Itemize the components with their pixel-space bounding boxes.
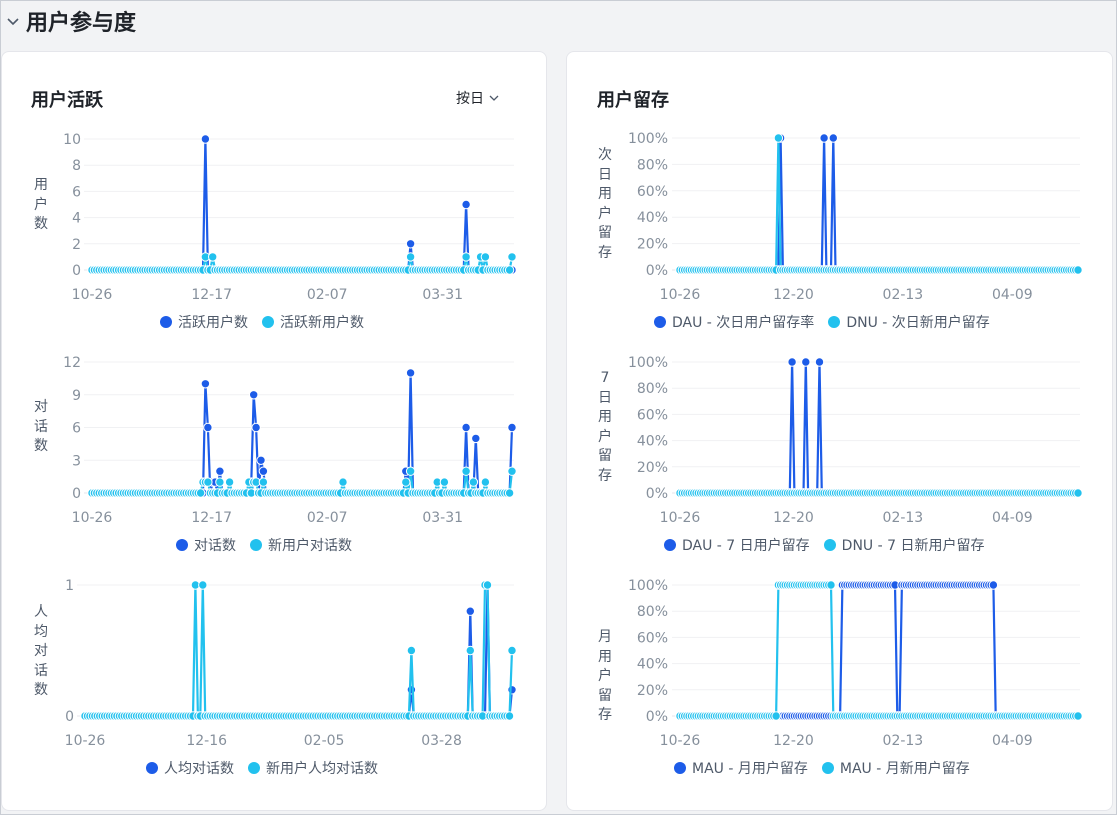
legend-item[interactable]: 活跃用户数 xyxy=(160,312,248,332)
legend-dot-icon xyxy=(160,316,172,328)
legend-dot-icon xyxy=(248,762,260,774)
section-title: 用户参与度 xyxy=(26,11,137,36)
user-activity-title: 用户活跃 xyxy=(31,90,103,111)
chevron-down-icon[interactable] xyxy=(6,14,20,28)
chevron-down-icon xyxy=(489,95,499,101)
legend-dot-icon xyxy=(823,539,836,551)
chart-legend: DAU - 7 日用户留存 DNU - 7 日新用户留存 xyxy=(664,535,984,555)
y-axis-label: 月用户留存 xyxy=(598,629,612,723)
legend-item[interactable]: 活跃新用户数 xyxy=(262,312,364,332)
chart-legend: 活跃用户数 活跃新用户数 xyxy=(160,312,364,332)
legend-label: 新用户对话数 xyxy=(268,538,352,554)
legend-item[interactable]: 新用户人均对话数 xyxy=(248,758,378,778)
legend-label: 新用户人均对话数 xyxy=(266,761,378,777)
y-axis-label: 对话数 xyxy=(34,399,48,454)
legend-dot-icon xyxy=(146,762,158,774)
legend-item[interactable]: MAU - 月新用户留存 xyxy=(821,758,970,778)
legend-label: MAU - 月用户留存 xyxy=(692,761,808,777)
legend-label: DNU - 次日新用户留存 xyxy=(846,315,990,331)
legend-label: 活跃新用户数 xyxy=(280,315,364,331)
granularity-value: 按日 xyxy=(456,91,484,107)
legend-dot-icon xyxy=(674,762,686,774)
section-header[interactable]: 用户参与度 xyxy=(6,4,136,38)
legend-dot-icon xyxy=(828,316,841,328)
legend-dot-icon xyxy=(262,316,274,328)
legend-dot-icon xyxy=(821,762,834,774)
y-axis-label: 次日用户留存 xyxy=(598,147,612,261)
legend-label: DAU - 7 日用户留存 xyxy=(682,538,810,554)
legend-label: 对话数 xyxy=(194,538,236,554)
legend-dot-icon xyxy=(176,539,188,551)
legend-item[interactable]: DAU - 7 日用户留存 xyxy=(664,535,810,555)
legend-item[interactable]: DNU - 次日新用户留存 xyxy=(828,312,990,332)
user-activity-card xyxy=(1,51,547,811)
y-axis-label: 用户数 xyxy=(34,177,48,232)
chart-legend: 对话数 新用户对话数 xyxy=(176,535,352,555)
chart-legend: DAU - 次日用户留存率 DNU - 次日新用户留存 xyxy=(654,312,990,332)
legend-label: DAU - 次日用户留存率 xyxy=(672,315,815,331)
chart-legend: 人均对话数 新用户人均对话数 xyxy=(146,758,378,778)
legend-item[interactable]: 新用户对话数 xyxy=(250,535,352,555)
legend-item[interactable]: 对话数 xyxy=(176,535,236,555)
chart-legend: MAU - 月用户留存 MAU - 月新用户留存 xyxy=(674,758,970,778)
user-retention-title: 用户留存 xyxy=(597,90,669,111)
legend-item[interactable]: 人均对话数 xyxy=(146,758,234,778)
granularity-select[interactable]: 按日 xyxy=(456,88,500,108)
legend-dot-icon xyxy=(250,539,262,551)
legend-item[interactable]: DAU - 次日用户留存率 xyxy=(654,312,814,332)
user-retention-card xyxy=(566,51,1113,811)
legend-label: 活跃用户数 xyxy=(178,315,248,331)
legend-dot-icon xyxy=(664,539,676,551)
legend-label: 人均对话数 xyxy=(164,761,234,777)
legend-label: MAU - 月新用户留存 xyxy=(839,761,970,777)
legend-item[interactable]: MAU - 月用户留存 xyxy=(674,758,808,778)
legend-item[interactable]: DNU - 7 日新用户留存 xyxy=(823,535,985,555)
legend-dot-icon xyxy=(654,316,666,328)
y-axis-label: 人均对话数 xyxy=(34,604,48,698)
legend-label: DNU - 7 日新用户留存 xyxy=(841,538,985,554)
